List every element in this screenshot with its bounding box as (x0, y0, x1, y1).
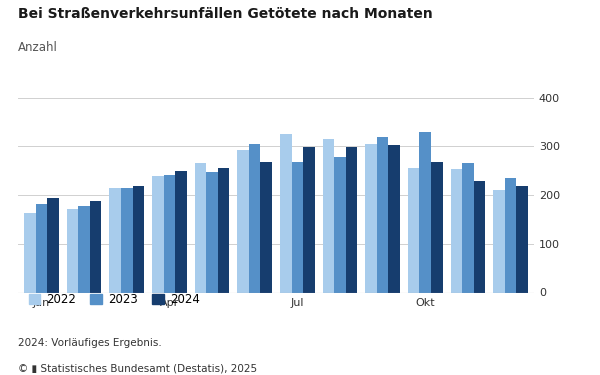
Bar (419, 132, 431, 292)
Text: 2024: Vorläufiges Ergebnis.: 2024: Vorläufiges Ergebnis. (18, 338, 162, 348)
Bar (35, 204, 47, 292)
Bar (292, 162, 303, 292)
Bar (206, 172, 218, 292)
Bar (164, 174, 175, 292)
Bar (249, 144, 260, 292)
Bar (121, 188, 133, 292)
Bar (377, 136, 388, 292)
Bar (218, 168, 229, 292)
Bar (90, 201, 101, 292)
Legend: 2022, 2023, 2024: 2022, 2023, 2024 (24, 288, 205, 311)
Bar (47, 198, 59, 292)
Bar (280, 134, 292, 292)
Bar (346, 147, 357, 292)
Bar (175, 171, 187, 292)
Bar (365, 144, 377, 292)
Bar (67, 209, 79, 292)
Bar (334, 157, 346, 292)
Bar (24, 213, 35, 292)
Bar (109, 188, 121, 292)
Bar (323, 139, 334, 292)
Bar (462, 164, 473, 292)
Text: Bei Straßenverkehrsunfällen Getötete nach Monaten: Bei Straßenverkehrsunfällen Getötete nac… (18, 8, 433, 21)
Bar (133, 186, 144, 292)
Bar (451, 169, 462, 292)
Bar (517, 186, 528, 292)
Text: Anzahl: Anzahl (18, 41, 58, 54)
Bar (152, 176, 164, 292)
Bar (303, 147, 314, 292)
Bar (238, 150, 249, 292)
Bar (408, 168, 419, 292)
Bar (260, 162, 272, 292)
Bar (388, 145, 400, 292)
Bar (195, 164, 206, 292)
Text: © ▮ Statistisches Bundesamt (Destatis), 2025: © ▮ Statistisches Bundesamt (Destatis), … (18, 364, 257, 374)
Bar (79, 206, 90, 292)
Bar (493, 190, 505, 292)
Bar (473, 182, 485, 292)
Bar (431, 162, 443, 292)
Bar (505, 178, 517, 292)
